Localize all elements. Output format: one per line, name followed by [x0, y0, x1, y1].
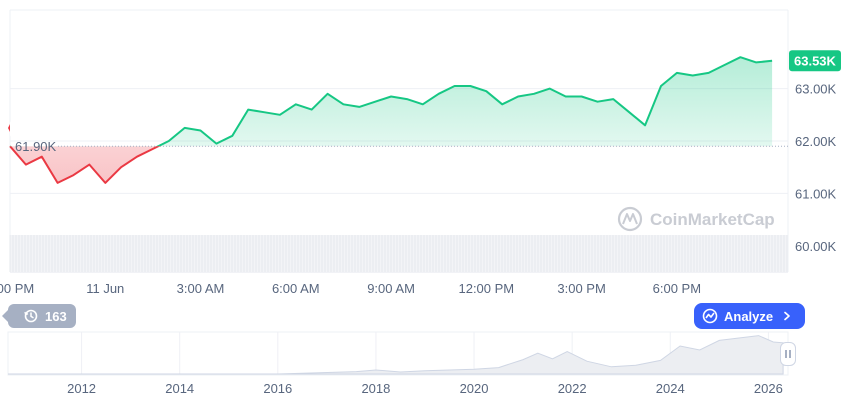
y-tick-label: 60.00K: [795, 239, 837, 254]
price-line-up: [9, 56, 773, 147]
x-tick-label: 9:00 AM: [367, 281, 415, 296]
x-tick-label: 6:00 PM: [653, 281, 701, 296]
overview-year-label: 2024: [656, 381, 685, 396]
coinmarketcap-logo-icon: [617, 206, 643, 232]
overview-year-axis: 2012 2014 2016 2018 2020 2022 2024 2026: [67, 381, 783, 396]
x-tick-label: 3:00 PM: [557, 281, 605, 296]
y-tick-label: 61.00K: [795, 186, 837, 201]
overview-navigator[interactable]: 2012 2014 2016 2018 2020 2022 2024 2026: [7, 331, 789, 396]
x-tick-label: 11 Jun: [86, 281, 124, 296]
overview-year-label: 2020: [460, 381, 489, 396]
x-tick-label: 9:00 PM: [0, 281, 34, 296]
overview-area: [8, 335, 784, 375]
history-badge[interactable]: 163: [2, 304, 76, 328]
overview-year-label: 2016: [263, 381, 292, 396]
overview-year-label: 2014: [165, 381, 194, 396]
y-tick-label: 63.00K: [795, 82, 837, 97]
current-price-text: 63.53K: [794, 53, 837, 68]
y-axis: 63.00K 62.00K 61.00K 60.00K: [795, 82, 837, 254]
y-tick-label: 62.00K: [795, 134, 837, 149]
current-price-badge: 63.53K: [789, 50, 841, 72]
price-line-down: [9, 146, 161, 184]
overview-year-label: 2026: [754, 381, 783, 396]
analyze-button[interactable]: Analyze: [694, 303, 806, 329]
watermark-text: CoinMarketCap: [650, 210, 775, 229]
reference-price-text: 61.90K: [15, 139, 57, 154]
reference-price-label: 61.90K: [8, 120, 58, 154]
price-area-down: [10, 146, 159, 183]
price-area-up: [10, 57, 773, 147]
history-count: 163: [45, 308, 67, 324]
x-tick-label: 6:00 AM: [272, 281, 320, 296]
coinmarketcap-watermark: CoinMarketCap: [617, 206, 775, 232]
overview-year-label: 2012: [67, 381, 96, 396]
analyze-label: Analyze: [724, 308, 774, 324]
volume-band: [9, 235, 788, 272]
x-tick-label: 12:00 PM: [458, 281, 514, 296]
analyze-icon: [702, 308, 718, 324]
x-tick-label: 3:00 AM: [177, 281, 225, 296]
history-clock-icon: [23, 308, 39, 324]
x-axis: 9:00 PM 11 Jun 3:00 AM 6:00 AM 9:00 AM 12:00 …: [0, 281, 701, 296]
overview-year-label: 2018: [361, 381, 390, 396]
navigator-drag-handle[interactable]: [780, 342, 796, 366]
chevron-right-icon: [779, 308, 795, 324]
overview-year-label: 2022: [558, 381, 587, 396]
